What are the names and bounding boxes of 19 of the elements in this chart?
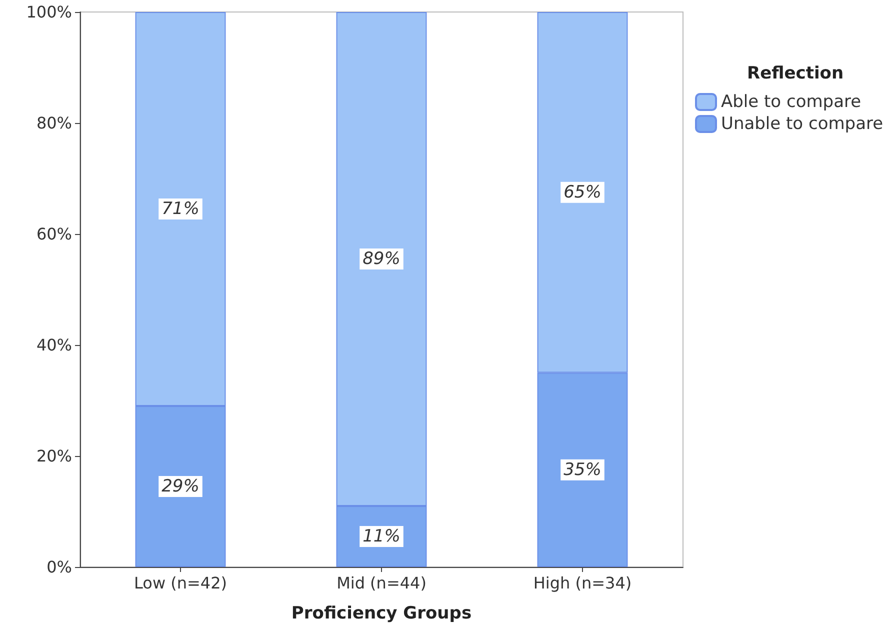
x-axis-title: Proficiency Groups xyxy=(291,604,472,624)
y-tick-label: 20% xyxy=(36,446,72,466)
legend-label: Able to compare xyxy=(721,92,862,112)
y-tick-label: 80% xyxy=(36,114,72,132)
data-label: 11% xyxy=(362,526,400,546)
data-label: 89% xyxy=(362,248,400,269)
y-tick-label: 40% xyxy=(36,336,72,354)
y-tick-label: 60% xyxy=(36,224,72,244)
data-label: 71% xyxy=(162,199,200,220)
x-tick-label: High (n=34) xyxy=(533,574,632,592)
y-tick-label: 0% xyxy=(46,558,72,576)
data-label: 35% xyxy=(564,460,602,480)
y-tick-label: 100% xyxy=(26,2,72,22)
legend-label: Unable to compare xyxy=(721,114,884,134)
x-tick-label: Mid (n=44) xyxy=(336,574,426,592)
legend-title: Reflection xyxy=(747,64,844,84)
data-label: 29% xyxy=(162,476,200,497)
x-tick-label: Low (n=42) xyxy=(134,574,227,592)
data-label: 65% xyxy=(564,182,602,202)
